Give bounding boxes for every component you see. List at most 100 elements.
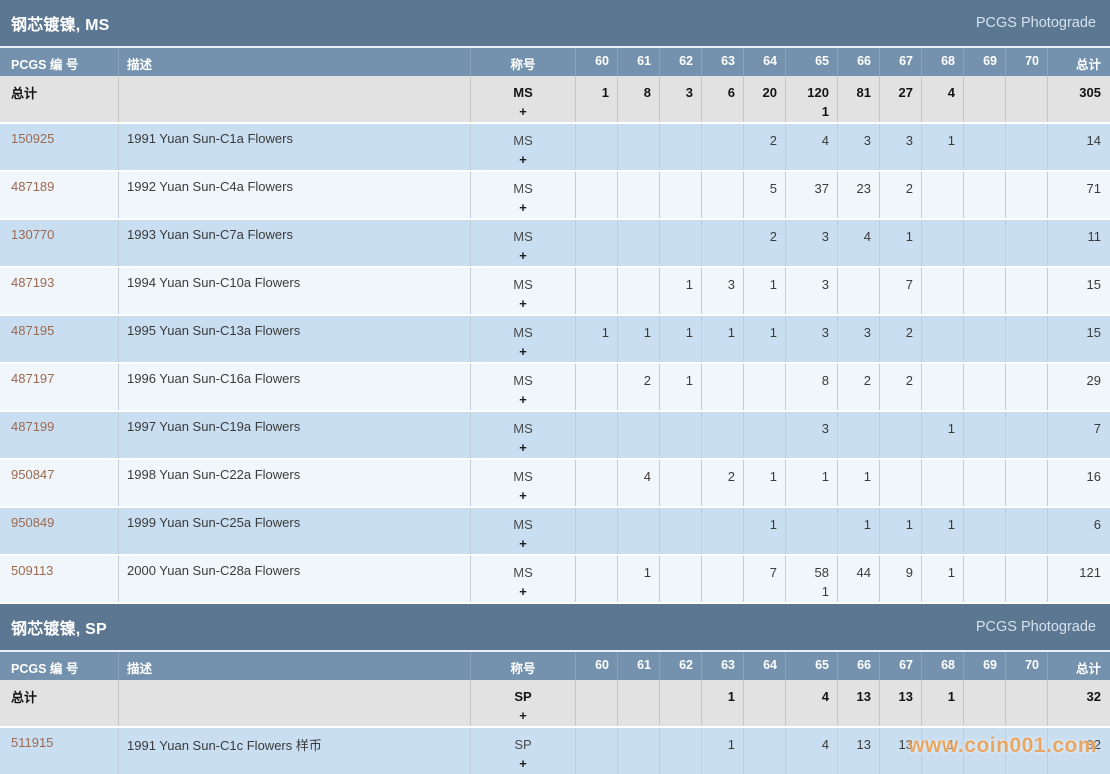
designation-cell: MS + <box>470 220 575 266</box>
grade-cell-61: 1 <box>617 316 659 362</box>
designation-label: MS <box>513 373 533 388</box>
grade-cell-62: 1 <box>659 268 701 314</box>
total-row-ms: 总计 MS + 1 8 3 6 20 120 1 81 27 4 305 <box>0 76 1110 124</box>
grade-cell-61: 1 <box>617 556 659 602</box>
table-row: 509113 2000 Yuan Sun-C28a Flowers MS + 1… <box>0 556 1110 604</box>
grade-cell-65: 3 <box>785 268 837 314</box>
data-rows-sp: 511915 1991 Yuan Sun-C1c Flowers 样币 SP +… <box>0 728 1110 774</box>
description-cell: 1995 Yuan Sun-C13a Flowers <box>118 316 470 362</box>
divider <box>0 46 1110 48</box>
col-header-70: 70 <box>1005 652 1047 680</box>
grade-cell-64: 1 <box>743 460 785 506</box>
col-header-66: 66 <box>837 652 879 680</box>
plus-label: + <box>519 488 527 503</box>
plus-label: + <box>519 584 527 599</box>
pcgs-number-link[interactable]: 950849 <box>11 515 55 530</box>
col-header-61: 61 <box>617 652 659 680</box>
grade-cell-66: 4 <box>837 220 879 266</box>
description-cell: 1999 Yuan Sun-C25a Flowers <box>118 508 470 554</box>
grade-cell-67: 1 <box>879 220 921 266</box>
photograde-link[interactable]: PCGS Photograde <box>975 619 1096 635</box>
photograde-link[interactable]: PCGS Photograde <box>975 15 1096 31</box>
grade-cell-63: 1 <box>701 316 743 362</box>
grade-cell-60: 1 <box>575 76 617 122</box>
designation-label: MS <box>513 565 533 580</box>
grade-cell-62: 1 <box>659 364 701 410</box>
pcgs-number-link[interactable]: 150925 <box>11 131 55 146</box>
grade-cell-64 <box>743 412 785 458</box>
grade-cell-69 <box>963 728 1005 774</box>
grade-cell-67: 2 <box>879 172 921 218</box>
designation-cell: MS + <box>470 172 575 218</box>
grade-cell-62: 3 <box>659 76 701 122</box>
grade-cell-68 <box>921 268 963 314</box>
total-cell: 29 <box>1047 364 1110 410</box>
grade-cell-67: 9 <box>879 556 921 602</box>
grade-cell-70 <box>1005 460 1047 506</box>
grade-cell-66 <box>837 268 879 314</box>
pcgs-number-link[interactable]: 487197 <box>11 371 55 386</box>
grade-cell-65: 4 <box>785 124 837 170</box>
grade-cell-68: 1 <box>921 556 963 602</box>
plus-label: + <box>519 248 527 263</box>
total-cell: 15 <box>1047 316 1110 362</box>
pcgs-number-link[interactable]: 950847 <box>11 467 55 482</box>
grade-cell-61 <box>617 268 659 314</box>
col-header-designation: 称号 <box>470 48 575 76</box>
grade-cell-61 <box>617 680 659 726</box>
grade-cell-64 <box>743 680 785 726</box>
column-header-row-sp: PCGS 编 号 描述 称号 60 61 62 63 64 65 66 67 6… <box>0 652 1110 680</box>
designation-label: MS <box>513 229 533 244</box>
description-cell: 2000 Yuan Sun-C28a Flowers <box>118 556 470 602</box>
designation-cell: SP + <box>470 680 575 726</box>
section-header-ms: 钢芯镀镍, MS PCGS Photograde <box>0 0 1110 46</box>
col-header-64: 64 <box>743 652 785 680</box>
grade-cell-70 <box>1005 364 1047 410</box>
pcgs-number-link[interactable]: 487195 <box>11 323 55 338</box>
data-rows-ms: 150925 1991 Yuan Sun-C1a Flowers MS + 2 … <box>0 124 1110 604</box>
grade-cell-63 <box>701 124 743 170</box>
grade-cell-60 <box>575 680 617 726</box>
pcgs-number-link[interactable]: 487199 <box>11 419 55 434</box>
pcgs-number-link[interactable]: 509113 <box>11 563 54 578</box>
grade-cell-65: 120 1 <box>785 76 837 122</box>
grade-cell-69 <box>963 680 1005 726</box>
grade-cell-62 <box>659 556 701 602</box>
grade-cell-67: 3 <box>879 124 921 170</box>
grade-cell-68: 1 <box>921 728 963 774</box>
grade-cell-67: 2 <box>879 316 921 362</box>
grade-cell-67: 2 <box>879 364 921 410</box>
grade-cell-69 <box>963 268 1005 314</box>
grade-cell-62 <box>659 172 701 218</box>
grade-cell-67: 1 <box>879 508 921 554</box>
grade-cell-60: 1 <box>575 316 617 362</box>
grade-cell-63: 2 <box>701 460 743 506</box>
designation-label: SP <box>514 689 532 704</box>
grade-cell-61: 8 <box>617 76 659 122</box>
grade-cell-69 <box>963 220 1005 266</box>
col-header-total: 总计 <box>1047 652 1110 680</box>
total-cell: 14 <box>1047 124 1110 170</box>
pcgs-number-link[interactable]: 130770 <box>11 227 55 242</box>
designation-cell: SP + <box>470 728 575 774</box>
plus-label: + <box>519 708 527 723</box>
total-cell: 71 <box>1047 172 1110 218</box>
description-cell: 1992 Yuan Sun-C4a Flowers <box>118 172 470 218</box>
grade-cell-64 <box>743 364 785 410</box>
description-cell <box>118 76 470 122</box>
pcgs-number-link[interactable]: 511915 <box>11 735 54 750</box>
grade-cell-63 <box>701 508 743 554</box>
grade-cell-63: 3 <box>701 268 743 314</box>
pcgs-number-link[interactable]: 487193 <box>11 275 55 290</box>
pcgs-number-link[interactable]: 487189 <box>11 179 55 194</box>
grade-cell-62: 1 <box>659 316 701 362</box>
grade-cell-67: 7 <box>879 268 921 314</box>
total-cell: 32 <box>1047 728 1110 774</box>
designation-cell: MS + <box>470 316 575 362</box>
designation-cell: MS + <box>470 76 575 122</box>
description-cell: 1998 Yuan Sun-C22a Flowers <box>118 460 470 506</box>
grade-cell-70 <box>1005 76 1047 122</box>
pcgs-number-cell: 487197 <box>0 364 118 410</box>
grade-cell-68: 1 <box>921 680 963 726</box>
col-header-66: 66 <box>837 48 879 76</box>
